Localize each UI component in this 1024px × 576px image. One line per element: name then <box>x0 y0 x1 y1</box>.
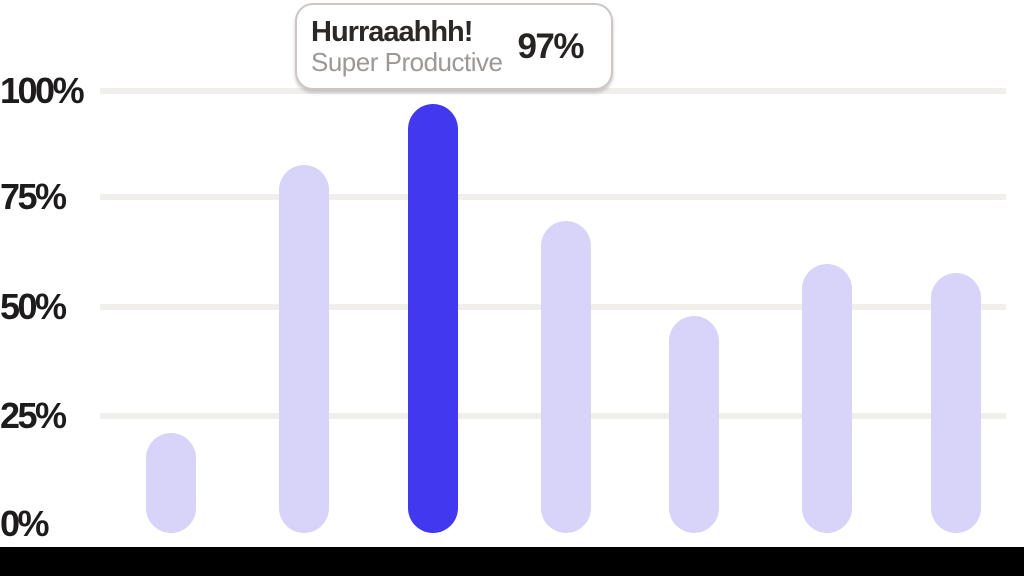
bar[interactable] <box>146 433 196 533</box>
bar-highlighted[interactable] <box>408 104 458 533</box>
y-axis-label-25: 25% <box>0 395 67 436</box>
tooltip-value: 97% <box>517 26 584 66</box>
tooltip-text-block: Hurraaahhh! Super Productive <box>311 16 503 77</box>
y-axis-label-50: 50% <box>0 286 67 327</box>
y-axis-label-75: 75% <box>0 176 67 217</box>
bar[interactable] <box>802 264 852 533</box>
y-axis-label-100: 100% <box>0 70 85 111</box>
gridline-100 <box>100 88 1006 94</box>
gridline-75 <box>100 194 1006 200</box>
tooltip-subtitle: Super Productive <box>311 47 503 77</box>
bar[interactable] <box>279 165 329 533</box>
bar[interactable] <box>541 221 591 533</box>
tooltip-title: Hurraaahhh! <box>311 16 473 48</box>
tooltip: Hurraaahhh! Super Productive 97% <box>295 3 613 90</box>
bar[interactable] <box>669 316 719 533</box>
bar[interactable] <box>931 273 981 533</box>
bottom-bar <box>0 547 1024 576</box>
y-axis-label-0: 0% <box>0 503 50 544</box>
